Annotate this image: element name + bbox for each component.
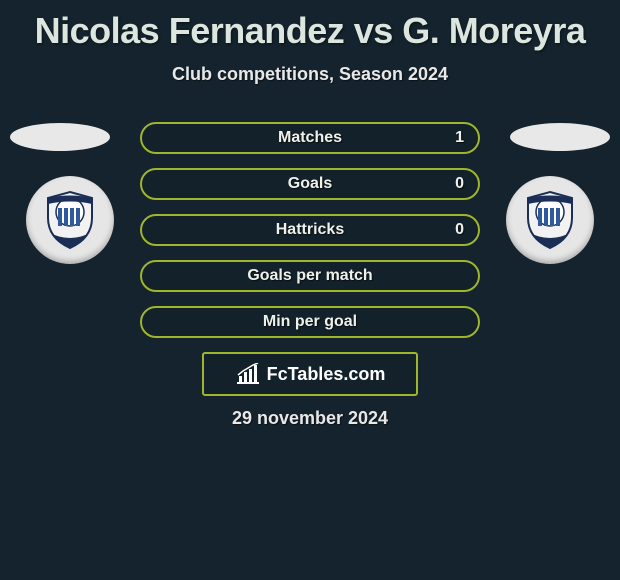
stats-panel: Matches 1 Goals 0 Hattricks 0 Goals per … <box>140 122 480 352</box>
stat-label: Goals per match <box>247 267 372 285</box>
brand-text: FcTables.com <box>267 364 386 385</box>
stat-value-right: 1 <box>455 129 464 147</box>
page-title: Nicolas Fernandez vs G. Moreyra <box>0 0 620 52</box>
stat-row-hattricks: Hattricks 0 <box>140 214 480 246</box>
club-shield-icon <box>44 190 96 250</box>
date-text: 29 november 2024 <box>0 408 620 429</box>
club-shield-icon <box>524 190 576 250</box>
stat-label: Matches <box>278 129 342 147</box>
player-photo-left <box>10 123 110 151</box>
stat-label: Min per goal <box>263 313 357 331</box>
club-badge-left <box>26 176 114 264</box>
stat-row-min-per-goal: Min per goal <box>140 306 480 338</box>
stat-row-goals: Goals 0 <box>140 168 480 200</box>
stat-value-right: 0 <box>455 221 464 239</box>
stat-value-right: 0 <box>455 175 464 193</box>
subtitle: Club competitions, Season 2024 <box>0 64 620 85</box>
player-photo-right <box>510 123 610 151</box>
chart-icon <box>235 363 261 385</box>
club-badge-right <box>506 176 594 264</box>
stat-row-goals-per-match: Goals per match <box>140 260 480 292</box>
stat-label: Hattricks <box>276 221 344 239</box>
stat-label: Goals <box>288 175 332 193</box>
brand-box: FcTables.com <box>202 352 418 396</box>
stat-row-matches: Matches 1 <box>140 122 480 154</box>
